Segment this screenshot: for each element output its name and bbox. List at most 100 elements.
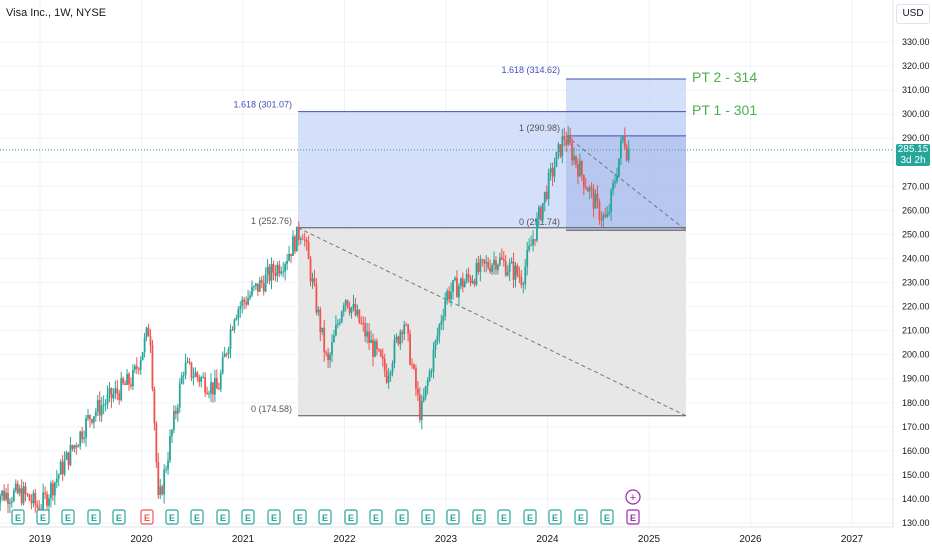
earnings-marker-label: E bbox=[169, 513, 175, 523]
candle-body bbox=[340, 311, 343, 323]
earnings-marker-label: E bbox=[552, 513, 558, 523]
candle-body bbox=[81, 431, 84, 440]
candle-body bbox=[331, 342, 333, 355]
candle-body bbox=[565, 139, 568, 146]
candle-body bbox=[336, 323, 339, 325]
candle-body bbox=[178, 383, 181, 408]
candle-body bbox=[495, 260, 497, 270]
candle-body bbox=[276, 264, 279, 276]
candle-body bbox=[506, 271, 509, 276]
candle-body bbox=[268, 266, 271, 281]
earnings-marker-label: E bbox=[116, 513, 122, 523]
candle-body bbox=[510, 261, 513, 264]
candle-body bbox=[163, 469, 166, 495]
candle-body bbox=[77, 445, 80, 448]
candle-body bbox=[571, 143, 573, 161]
candle-body bbox=[418, 394, 421, 420]
candle-body bbox=[360, 322, 363, 324]
x-tick-label: 2026 bbox=[739, 534, 762, 545]
candle-body bbox=[299, 238, 302, 240]
dividend-marker-label: + bbox=[630, 492, 636, 504]
candle-body bbox=[270, 264, 273, 281]
candle-body bbox=[368, 331, 370, 343]
candle-body bbox=[534, 239, 536, 241]
candle-body bbox=[83, 437, 86, 440]
x-tick-label: 2019 bbox=[29, 534, 52, 545]
candle-body bbox=[53, 482, 56, 496]
candle-body bbox=[500, 257, 503, 260]
fib-label-left-top: 1.618 (301.07) bbox=[233, 100, 292, 110]
candle-body bbox=[141, 352, 144, 361]
candle-body bbox=[530, 245, 533, 247]
earnings-marker-label: E bbox=[220, 513, 226, 523]
candle-body bbox=[10, 500, 13, 503]
candle-body bbox=[50, 483, 52, 499]
candle-body bbox=[514, 265, 517, 280]
candle-body bbox=[266, 266, 269, 275]
earnings-marker bbox=[87, 509, 101, 525]
candle-body bbox=[182, 375, 185, 377]
candle-body bbox=[487, 262, 490, 268]
candle-body bbox=[215, 378, 218, 389]
candle-body bbox=[57, 474, 60, 479]
candle-body bbox=[588, 187, 591, 192]
candle-body bbox=[608, 211, 611, 214]
candle-body bbox=[130, 384, 132, 387]
candle-body bbox=[364, 323, 367, 337]
y-tick-label: 200.00 bbox=[902, 350, 930, 360]
candle-body bbox=[262, 283, 265, 292]
candle-body bbox=[508, 263, 511, 272]
candle-body bbox=[567, 135, 570, 146]
candle-body bbox=[290, 253, 292, 256]
price-target-2-label: PT 2 - 314 bbox=[692, 69, 758, 85]
y-tick-label: 290.00 bbox=[902, 133, 930, 143]
candle-body bbox=[227, 349, 230, 355]
candle-body bbox=[319, 309, 322, 333]
candle-body bbox=[335, 324, 337, 336]
earnings-marker bbox=[140, 509, 154, 525]
candle-body bbox=[231, 329, 234, 331]
earnings-marker-label: E bbox=[245, 513, 251, 523]
candle-body bbox=[395, 336, 398, 341]
earnings-marker-label: E bbox=[399, 513, 405, 523]
candle-body bbox=[532, 239, 534, 246]
x-tick-label: 2023 bbox=[435, 534, 458, 545]
candle-body bbox=[89, 415, 91, 420]
candle-body bbox=[604, 214, 607, 217]
candle-body bbox=[538, 207, 540, 219]
candle-body bbox=[518, 275, 521, 278]
candle-body bbox=[383, 358, 386, 371]
candle-body bbox=[436, 335, 439, 341]
y-tick-label: 130.00 bbox=[902, 518, 930, 528]
candle-body bbox=[137, 368, 140, 370]
candle-body bbox=[413, 364, 415, 369]
earnings-marker bbox=[165, 509, 179, 525]
earnings-marker bbox=[626, 509, 640, 525]
candle-body bbox=[34, 493, 37, 505]
candle-body bbox=[256, 283, 259, 292]
candle-body bbox=[459, 278, 462, 287]
candle-body bbox=[411, 364, 413, 366]
candle-body bbox=[366, 331, 369, 337]
candle-body bbox=[245, 302, 248, 305]
candle-body bbox=[352, 304, 355, 308]
candle-body bbox=[102, 404, 105, 406]
candle-body bbox=[225, 353, 228, 355]
candle-body bbox=[387, 375, 390, 383]
candle-body bbox=[454, 277, 456, 281]
earnings-marker-label: E bbox=[40, 513, 46, 523]
fib-zone-right-ext bbox=[566, 78, 686, 136]
currency-selector[interactable]: USD bbox=[896, 4, 930, 24]
candle-body bbox=[174, 411, 177, 414]
candle-body bbox=[522, 283, 525, 285]
earnings-marker-label: E bbox=[373, 513, 379, 523]
y-tick-label: 190.00 bbox=[902, 374, 930, 384]
candle-body bbox=[504, 260, 507, 276]
candle-body bbox=[122, 378, 125, 384]
candle-body bbox=[198, 377, 201, 382]
candle-body bbox=[612, 183, 614, 191]
chart-title: Visa Inc., 1W, NYSE bbox=[6, 7, 107, 19]
candle-body bbox=[493, 260, 495, 266]
candle-body bbox=[46, 493, 48, 506]
